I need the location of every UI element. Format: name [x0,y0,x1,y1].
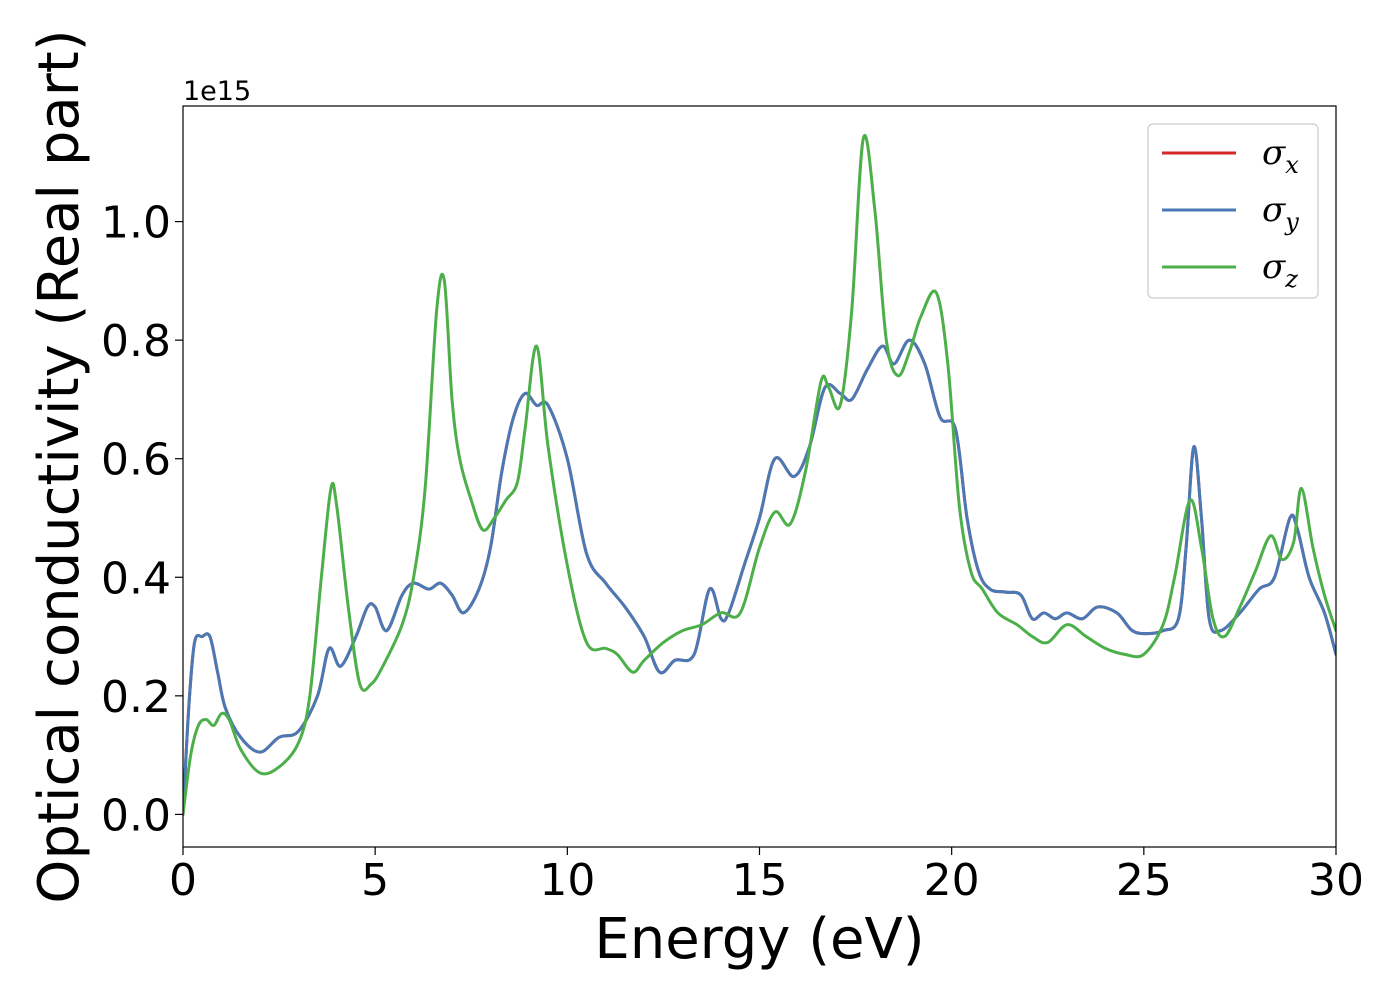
legend-subscript: x [1285,151,1299,179]
y-tick-label: 0.0 [101,790,171,841]
legend-symbol: σ [1262,247,1286,287]
x-tick-label: 25 [1116,855,1172,906]
series-line-y [183,338,1336,816]
series-line-x [183,338,1336,816]
y-tick-label: 0.4 [101,553,171,604]
y-axis-label: Optical conductivity (Real part) [27,29,92,903]
legend-label-y: σy [1262,190,1299,236]
y-tick-label: 0.6 [101,435,171,486]
legend-label-z: σz [1262,247,1298,293]
legend-label-x: σx [1262,133,1299,179]
legend-symbol: σ [1262,133,1286,173]
legend-subscript: z [1284,265,1298,293]
legend-symbol: σ [1262,190,1286,230]
x-axis: 0 5 10 15 20 25 30 [169,847,1364,906]
x-tick-label: 15 [732,855,788,906]
series-layer [183,134,1336,816]
x-tick-label: 5 [361,855,389,906]
legend-subscript: y [1284,208,1299,236]
y-tick-label: 1.0 [101,198,171,249]
x-axis-label: Energy (eV) [594,907,924,972]
series-line-z [183,134,1336,816]
y-axis: 0.0 0.2 0.4 0.6 0.8 1.0 [101,198,183,841]
x-tick-label: 0 [169,855,197,906]
x-tick-label: 20 [924,855,980,906]
x-tick-label: 10 [539,855,595,906]
y-tick-label: 0.8 [101,316,171,367]
y-axis-offset-label: 1e15 [183,76,251,107]
y-tick-label: 0.2 [101,672,171,723]
x-tick-label: 30 [1308,855,1364,906]
